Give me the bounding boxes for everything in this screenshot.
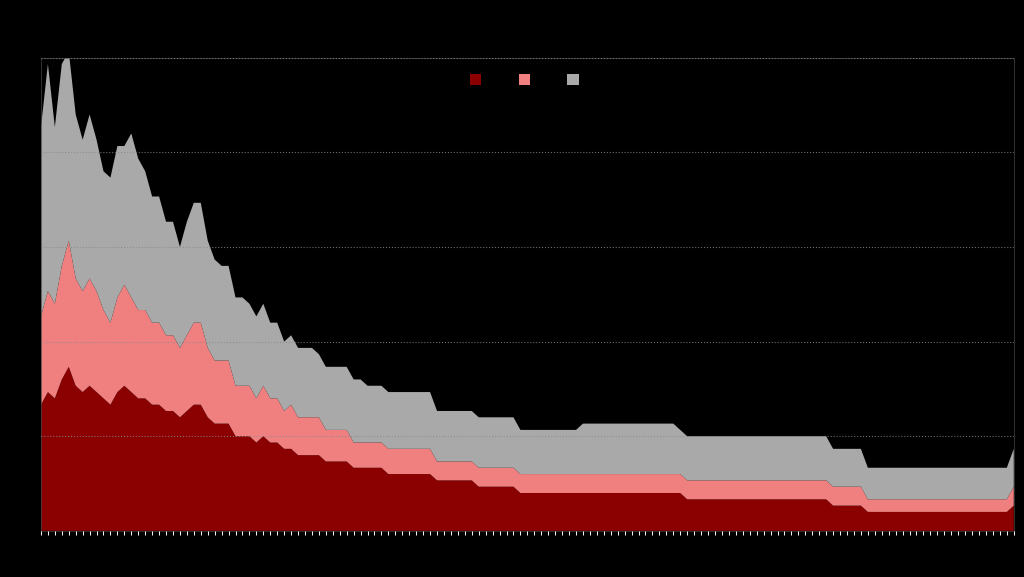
Legend: , , : , ,: [465, 69, 590, 92]
